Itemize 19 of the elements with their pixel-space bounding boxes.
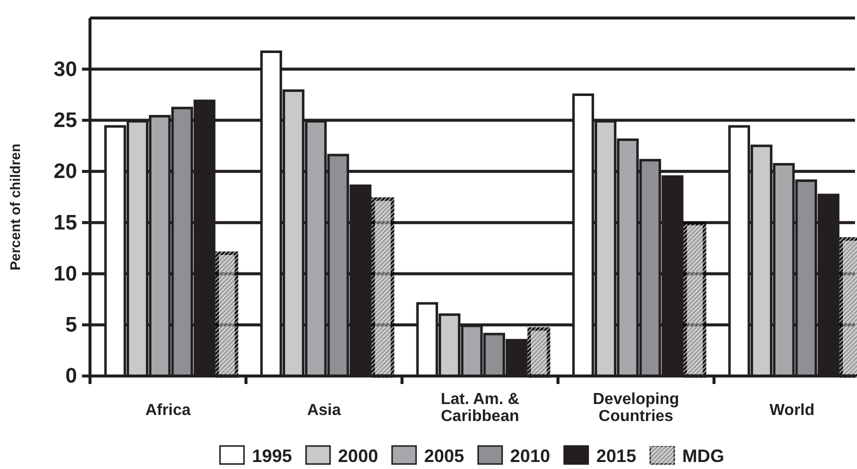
legend-label: 1995 bbox=[252, 446, 292, 466]
legend-label: 2005 bbox=[424, 446, 464, 466]
x-tick-label: Lat. Am. & Caribbean bbox=[440, 391, 520, 425]
y-tick-label: 0 bbox=[65, 364, 77, 388]
x-tick-label: Developing Countries bbox=[592, 391, 680, 425]
y-tick-label: 10 bbox=[54, 262, 77, 286]
legend-label: 2015 bbox=[596, 446, 636, 466]
y-tick-label: 30 bbox=[54, 58, 77, 81]
y-tick-label: 20 bbox=[54, 160, 77, 184]
legend-label: 2010 bbox=[510, 446, 550, 466]
legend-label: 2000 bbox=[338, 446, 378, 466]
y-tick-label: 25 bbox=[54, 109, 78, 132]
x-tick-label: Asia bbox=[307, 402, 341, 419]
y-tick-label: 15 bbox=[54, 211, 78, 234]
legend-label: MDG bbox=[682, 446, 724, 466]
x-tick-label: World bbox=[769, 402, 815, 419]
y-tick-label: 5 bbox=[65, 314, 78, 337]
y-axis-title: Percent of children bbox=[7, 144, 23, 270]
x-tick-label: Africa bbox=[145, 402, 191, 419]
